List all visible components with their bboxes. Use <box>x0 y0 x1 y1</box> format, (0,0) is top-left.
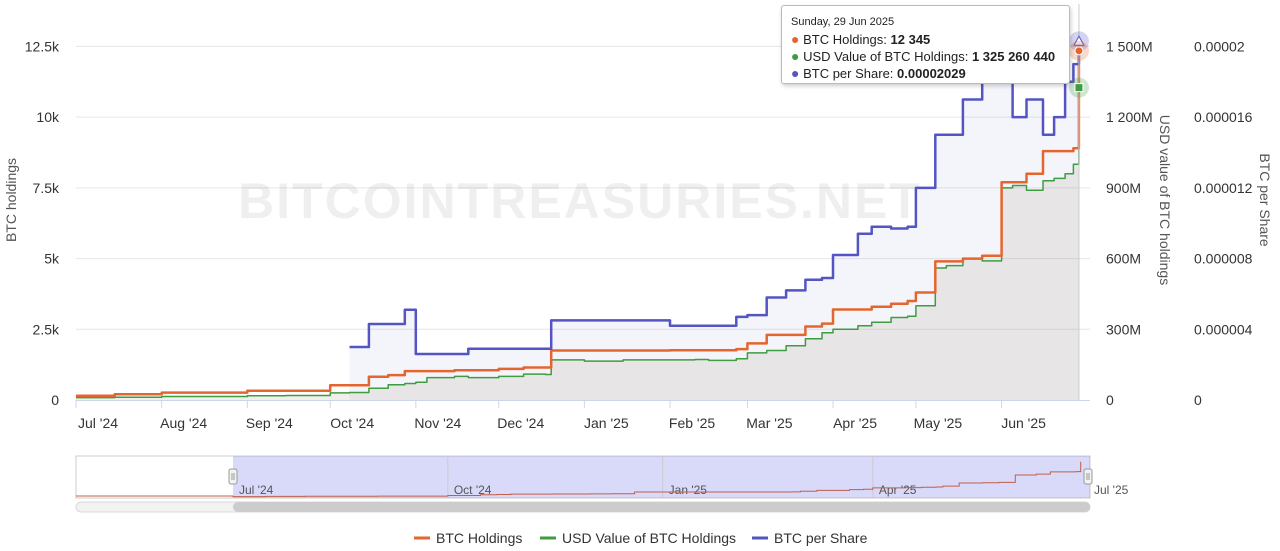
navigator-frame <box>75 455 1091 499</box>
circle-marker-icon <box>1074 46 1084 56</box>
x-tick-label: Jun '25 <box>1001 415 1046 431</box>
tooltip-label: BTC Holdings: <box>803 32 891 47</box>
x-tick-label: May '25 <box>914 415 963 431</box>
x-tick-label: Apr '25 <box>833 415 877 431</box>
tooltip-value: 12 345 <box>890 32 931 47</box>
y3-axis-title: BTC per Share <box>1257 153 1273 247</box>
tooltip: Sunday, 29 Jun 2025 ● BTC Holdings: 12 3… <box>781 5 1070 84</box>
legend-item[interactable]: BTC Holdings <box>414 530 522 546</box>
navigator-series <box>76 461 1082 498</box>
x-tick-label: Feb '25 <box>669 415 715 431</box>
x-tick-label: Jan '25 <box>584 415 629 431</box>
legend-label: BTC Holdings <box>436 530 522 546</box>
y-tick-label: 2.5k <box>33 321 60 337</box>
y3-tick-label: 0.00002 <box>1194 38 1245 54</box>
watermark: BITCOINTREASURIES.NET <box>238 173 922 229</box>
series-areas <box>76 41 1079 401</box>
tooltip-dot-icon: ● <box>791 48 800 64</box>
tooltip-dot-icon: ● <box>791 65 800 81</box>
axes: 0 2.5k 5k 7.5k 10k 12.5k 0 300M 600M 900M 1 200M 1 … <box>3 38 1273 431</box>
legend: BTC Holdings USD Value of BTC Holdings BTC… <box>414 530 868 546</box>
square-marker-icon <box>1074 83 1084 93</box>
y-axis-title: BTC holdings <box>3 158 19 242</box>
tooltip-dot-icon: ● <box>791 31 800 47</box>
series-area <box>76 87 1079 400</box>
x-tick-label: Nov '24 <box>414 415 461 431</box>
tooltip-value: 1 325 260 440 <box>971 49 1056 64</box>
y3-tick-label: 0.000016 <box>1194 109 1253 125</box>
y2-axis-title: USD value of BTC holdings <box>1157 115 1173 285</box>
triangle-marker-icon <box>1073 35 1085 46</box>
navigator-selection <box>233 456 1090 498</box>
hover-markers <box>1068 4 1089 400</box>
y2-tick-label: 900M <box>1106 180 1141 196</box>
legend-label: BTC per Share <box>774 530 868 546</box>
tooltip-value: 0.00002029 <box>897 66 966 81</box>
tooltip-date: Sunday, 29 Jun 2025 <box>791 16 895 28</box>
y-tick-label: 7.5k <box>33 180 60 196</box>
tooltip-row: ● USD Value of BTC Holdings: 1 325 260 4… <box>791 48 1060 65</box>
y-tick-label: 10k <box>36 109 60 125</box>
navigator-label: Jan '25 <box>669 483 708 497</box>
navigator-label: Jul '24 <box>239 483 274 497</box>
series-line-btc-holdings <box>76 50 1081 398</box>
legend-item[interactable]: BTC per Share <box>752 530 868 546</box>
y2-tick-label: 0 <box>1106 392 1114 408</box>
y2-tick-label: 300M <box>1106 321 1141 337</box>
y2-tick-label: 600M <box>1106 251 1141 267</box>
y-tick-label: 0 <box>51 392 59 408</box>
y-tick-label: 12.5k <box>25 38 60 54</box>
navigator-handle[interactable] <box>228 468 238 485</box>
y3-tick-label: 0.000012 <box>1194 180 1253 196</box>
series-line-btc-per-share <box>349 41 1081 356</box>
tooltip-row: ● BTC per Share: 0.00002029 <box>791 65 1060 82</box>
x-tick-label: Sep '24 <box>246 415 293 431</box>
series-lines <box>76 41 1081 399</box>
x-tick-label: Oct '24 <box>330 415 374 431</box>
y-tick-label: 5k <box>44 251 60 267</box>
navigator-label: Jul '25 <box>1094 483 1129 497</box>
legend-label: USD Value of BTC Holdings <box>562 530 736 546</box>
navigator-handle[interactable] <box>1083 468 1093 485</box>
x-tick-label: Jul '24 <box>78 415 118 431</box>
navigator[interactable]: Jul '24 Oct '24 Jan '25 Apr '25 Jul '25 <box>75 455 1129 513</box>
tooltip-label: BTC per Share: <box>803 66 898 81</box>
y3-tick-label: 0 <box>1194 392 1202 408</box>
series-line-usd-value-of-btc-holdings <box>76 87 1080 399</box>
x-tick-label: Dec '24 <box>497 415 544 431</box>
y3-tick-label: 0.000004 <box>1194 321 1253 337</box>
y2-tick-label: 1 200M <box>1106 109 1153 125</box>
x-tick-label: Aug '24 <box>160 415 207 431</box>
x-tick-label: Mar '25 <box>746 415 792 431</box>
navigator-label: Apr '25 <box>879 483 917 497</box>
tooltip-row: ● BTC Holdings: 12 345 <box>791 31 1060 48</box>
chart-grid <box>76 45 1090 330</box>
scrollbar-thumb[interactable] <box>233 502 1090 512</box>
navigator-label: Oct '24 <box>454 483 492 497</box>
y2-tick-label: 1 500M <box>1106 38 1153 54</box>
legend-item[interactable]: USD Value of BTC Holdings <box>540 530 736 546</box>
y3-tick-label: 0.000008 <box>1194 251 1253 267</box>
tooltip-label: USD Value of BTC Holdings: <box>803 49 972 64</box>
series-area <box>349 41 1079 401</box>
